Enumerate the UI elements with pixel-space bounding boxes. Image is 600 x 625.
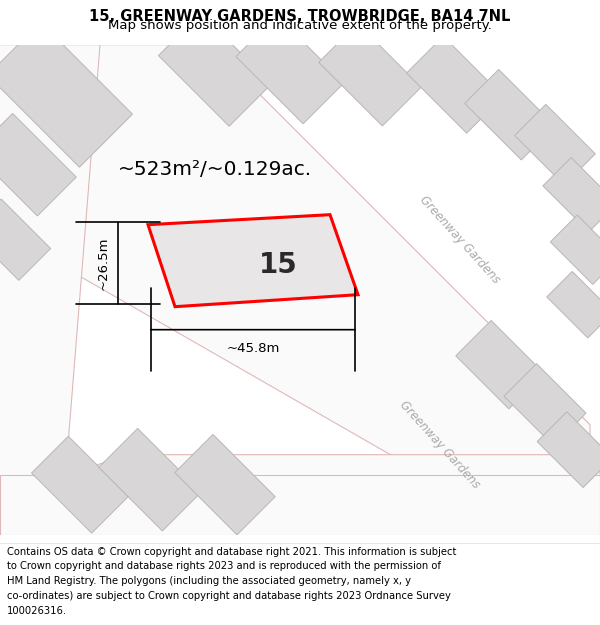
Polygon shape (515, 104, 595, 185)
Text: 15: 15 (259, 251, 297, 279)
Polygon shape (543, 158, 600, 232)
Polygon shape (504, 364, 586, 446)
Text: co-ordinates) are subject to Crown copyright and database rights 2023 Ordnance S: co-ordinates) are subject to Crown copyr… (7, 591, 451, 601)
Polygon shape (319, 23, 421, 126)
Text: Contains OS data © Crown copyright and database right 2021. This information is : Contains OS data © Crown copyright and d… (7, 546, 457, 556)
Polygon shape (0, 113, 76, 216)
Polygon shape (0, 199, 50, 281)
Text: Greenway Gardens: Greenway Gardens (417, 193, 503, 286)
Polygon shape (0, 22, 133, 167)
Text: Greenway Gardens: Greenway Gardens (397, 398, 483, 491)
Text: ~45.8m: ~45.8m (226, 342, 280, 355)
Polygon shape (537, 412, 600, 488)
Polygon shape (0, 45, 590, 495)
Polygon shape (175, 434, 275, 535)
Polygon shape (0, 455, 600, 544)
Polygon shape (99, 428, 201, 531)
Polygon shape (0, 45, 100, 544)
Polygon shape (148, 215, 358, 307)
Polygon shape (32, 436, 128, 533)
Polygon shape (456, 321, 544, 409)
Polygon shape (236, 16, 344, 124)
Text: ~523m²/~0.129ac.: ~523m²/~0.129ac. (118, 160, 312, 179)
Polygon shape (547, 271, 600, 338)
Text: 15, GREENWAY GARDENS, TROWBRIDGE, BA14 7NL: 15, GREENWAY GARDENS, TROWBRIDGE, BA14 7… (89, 9, 511, 24)
Polygon shape (550, 215, 600, 284)
Polygon shape (158, 13, 272, 126)
Polygon shape (465, 69, 555, 160)
Text: 100026316.: 100026316. (7, 606, 67, 616)
Text: to Crown copyright and database rights 2023 and is reproduced with the permissio: to Crown copyright and database rights 2… (7, 561, 441, 571)
Polygon shape (407, 36, 503, 133)
Polygon shape (0, 475, 600, 534)
Text: ~26.5m: ~26.5m (97, 236, 110, 290)
Text: Map shows position and indicative extent of the property.: Map shows position and indicative extent… (108, 19, 492, 32)
Text: HM Land Registry. The polygons (including the associated geometry, namely x, y: HM Land Registry. The polygons (includin… (7, 576, 411, 586)
